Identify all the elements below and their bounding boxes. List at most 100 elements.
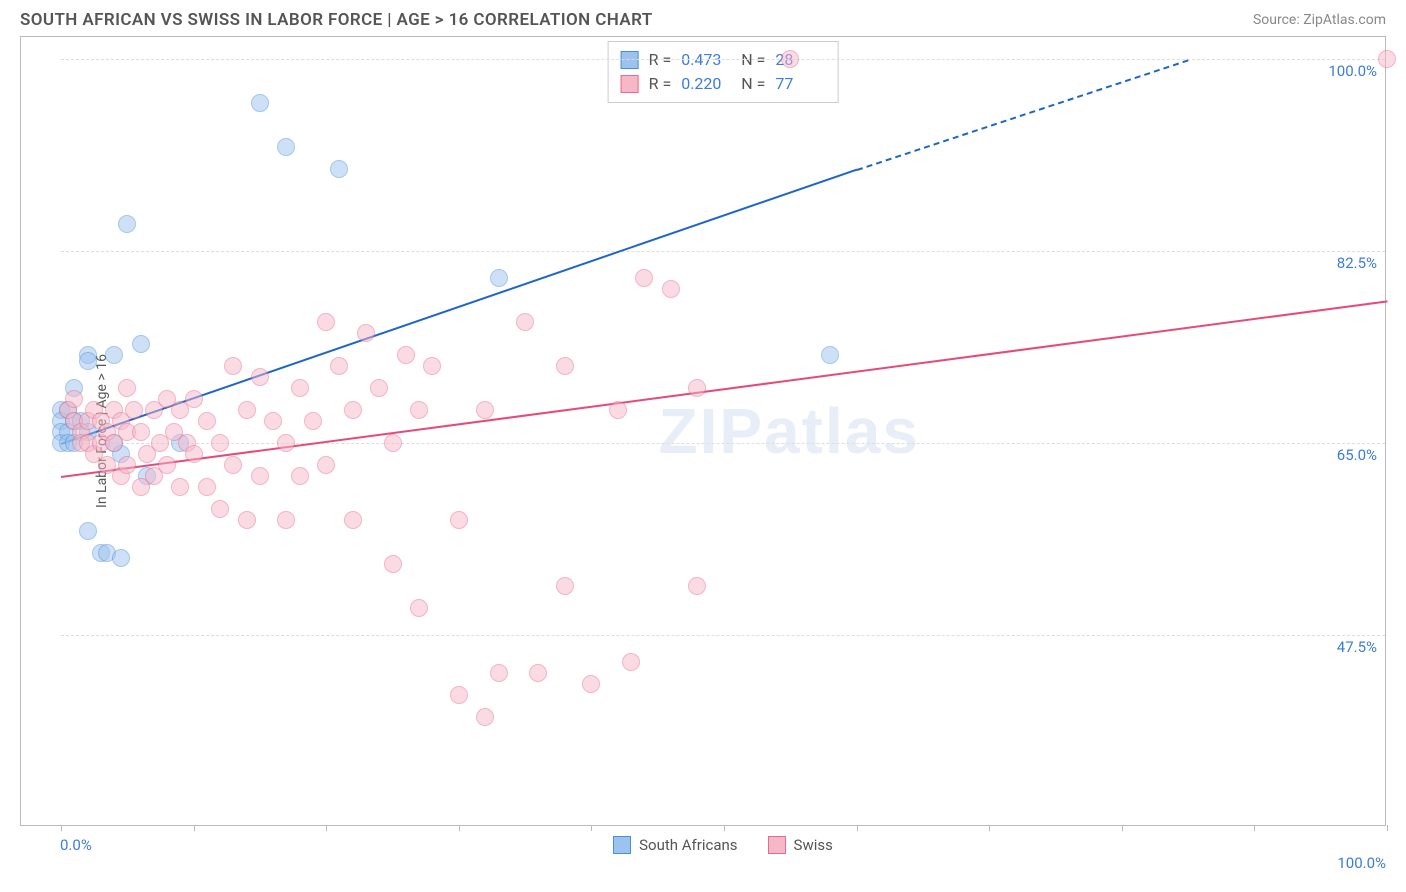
data-point <box>118 215 136 233</box>
y-tick-label: 47.5% <box>1337 638 1377 656</box>
data-point <box>277 434 295 452</box>
data-point <box>450 511 468 529</box>
x-min-label: 0.0% <box>60 836 92 854</box>
data-point <box>688 379 706 397</box>
legend-label: South Africans <box>639 836 737 854</box>
x-tick <box>989 825 990 831</box>
legend-swatch <box>621 51 639 69</box>
r-value: 0.220 <box>681 72 731 96</box>
data-point <box>344 401 362 419</box>
data-point <box>185 445 203 463</box>
plot-area: ZIPatlas R =0.473N =28R =0.220N =77 47.5… <box>61 37 1385 825</box>
data-point <box>476 708 494 726</box>
n-label: N = <box>741 72 765 96</box>
data-point <box>609 401 627 419</box>
legend-label: Swiss <box>794 836 833 854</box>
data-point <box>1378 50 1396 68</box>
data-point <box>185 390 203 408</box>
data-point <box>781 50 799 68</box>
data-point <box>423 357 441 375</box>
data-point <box>370 379 388 397</box>
x-axis-labels: 0.0% South AfricansSwiss 100.0% <box>60 836 1386 858</box>
data-point <box>238 511 256 529</box>
data-point <box>125 401 143 419</box>
legend-swatch <box>768 836 786 854</box>
legend-item: Swiss <box>768 836 833 854</box>
chart-container: In Labor Force | Age > 16 ZIPatlas R =0.… <box>20 36 1386 826</box>
data-point <box>251 94 269 112</box>
data-point <box>490 664 508 682</box>
data-point <box>397 346 415 364</box>
x-tick <box>724 825 725 831</box>
y-tick-label: 100.0% <box>1328 62 1377 80</box>
trend-line <box>61 300 1387 478</box>
data-point <box>291 467 309 485</box>
data-point <box>132 335 150 353</box>
data-point <box>688 577 706 595</box>
data-point <box>118 379 136 397</box>
data-point <box>304 412 322 430</box>
data-point <box>238 401 256 419</box>
x-tick <box>857 825 858 831</box>
data-point <box>251 467 269 485</box>
data-point <box>821 346 839 364</box>
data-point <box>211 500 229 518</box>
data-point <box>251 368 269 386</box>
data-point <box>158 456 176 474</box>
legend-swatch <box>613 836 631 854</box>
data-point <box>105 346 123 364</box>
data-point <box>79 352 97 370</box>
data-point <box>384 555 402 573</box>
data-point <box>317 313 335 331</box>
data-point <box>65 390 83 408</box>
x-tick <box>326 825 327 831</box>
legend-item: South Africans <box>613 836 737 854</box>
data-point <box>556 577 574 595</box>
data-point <box>330 160 348 178</box>
data-point <box>529 664 547 682</box>
data-point <box>277 138 295 156</box>
data-point <box>112 549 130 567</box>
data-point <box>344 511 362 529</box>
x-tick <box>1387 825 1388 831</box>
stat-legend-row: R = 0.220 N = 77 <box>621 72 826 96</box>
gridline <box>61 635 1385 636</box>
data-point <box>198 478 216 496</box>
data-point <box>211 434 229 452</box>
x-tick <box>194 825 195 831</box>
data-point <box>476 401 494 419</box>
data-point <box>635 269 653 287</box>
n-value: 77 <box>775 72 825 96</box>
data-point <box>118 456 136 474</box>
data-point <box>490 269 508 287</box>
x-tick <box>1122 825 1123 831</box>
data-point <box>291 379 309 397</box>
data-point <box>330 357 348 375</box>
data-point <box>556 357 574 375</box>
data-point <box>264 412 282 430</box>
data-point <box>132 423 150 441</box>
data-point <box>224 456 242 474</box>
data-point <box>662 280 680 298</box>
n-label: N = <box>741 48 765 72</box>
header: SOUTH AFRICAN VS SWISS IN LABOR FORCE | … <box>0 0 1406 36</box>
data-point <box>410 599 428 617</box>
data-point <box>582 675 600 693</box>
x-tick <box>61 825 62 831</box>
x-tick <box>459 825 460 831</box>
legend-swatch <box>621 75 639 93</box>
x-tick <box>591 825 592 831</box>
y-tick-label: 65.0% <box>1337 446 1377 464</box>
r-label: R = <box>649 48 672 72</box>
data-point <box>384 434 402 452</box>
data-point <box>357 324 375 342</box>
y-tick-label: 82.5% <box>1337 254 1377 272</box>
r-label: R = <box>649 72 672 96</box>
gridline <box>61 251 1385 252</box>
stat-legend: R =0.473N =28R =0.220N =77 <box>608 41 839 103</box>
data-point <box>450 686 468 704</box>
source-text: Source: ZipAtlas.com <box>1253 12 1386 28</box>
watermark-text: ZIPatlas <box>658 394 919 468</box>
data-point <box>317 456 335 474</box>
data-point <box>171 478 189 496</box>
